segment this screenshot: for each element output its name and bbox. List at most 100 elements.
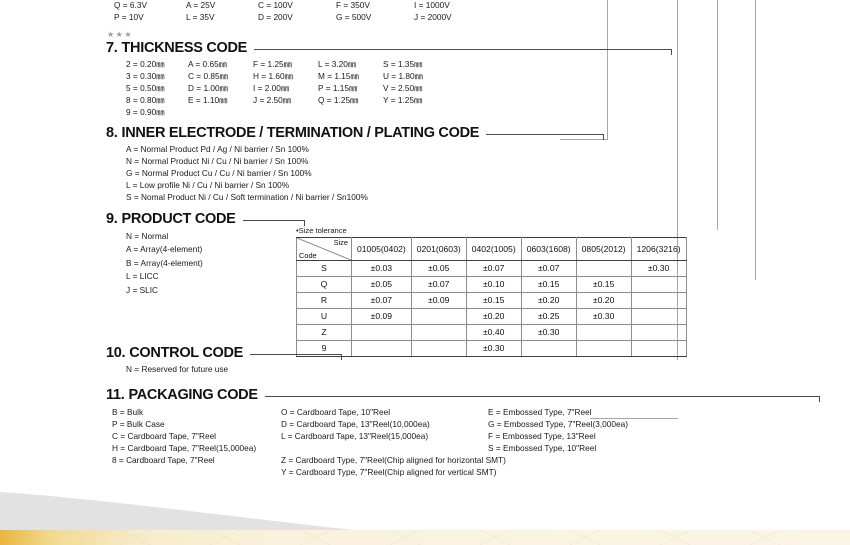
- section-number: 8.: [106, 125, 118, 141]
- voltage-code-item: F = 350V: [336, 0, 370, 10]
- thickness-code-item: P = 1.15㎜: [318, 82, 358, 93]
- table-row: R ±0.07 ±0.09 ±0.15 ±0.20 ±0.20: [296, 291, 687, 309]
- thickness-code-item: F = 1.25㎜: [253, 59, 292, 69]
- thickness-code-item: E = 1.10㎜: [188, 94, 228, 105]
- size-tolerance-table: Size Code 01005(0402) 0201(0603) 0402(10…: [296, 236, 687, 357]
- thickness-code-row: 2 = 0.20㎜ A = 0.65㎜ F = 1.25㎜ L = 3.20㎜ …: [126, 59, 423, 71]
- electrode-code-item: A = Normal Product Pd / Ag / Ni barrier …: [126, 144, 309, 154]
- frame-rule-outer: [717, 0, 718, 230]
- product-code-item: J = SLIC: [126, 284, 159, 295]
- table-corner-cell: Size Code: [296, 236, 352, 261]
- thickness-code-row: 5 = 0.50㎜ D = 1.00㎜ I = 2.00㎜ P = 1.15㎜ …: [126, 83, 423, 95]
- tolerance-cell: [630, 307, 687, 325]
- table-row: Q ±0.05 ±0.07 ±0.10 ±0.15 ±0.15: [296, 275, 687, 293]
- thickness-code-item: 8 = 0.80㎜: [126, 94, 165, 105]
- section-heading-packaging: 11. PACKAGING CODE: [106, 387, 820, 403]
- tolerance-cell: [410, 307, 467, 325]
- tolerance-cell: ±0.30: [465, 339, 522, 357]
- frame-rule-mid-bottom: [590, 418, 678, 419]
- table-row: S ±0.03 ±0.05 ±0.07 ±0.07 ±0.30: [296, 259, 687, 277]
- tolerance-cell: ±0.15: [520, 275, 577, 293]
- packaging-code-item: G = Embossed Type, 7"Reel(3,000ea): [488, 418, 629, 429]
- size-tolerance-caption: •Size tolerance: [296, 226, 347, 235]
- product-code-item: A = Array(4-element): [126, 244, 203, 255]
- tolerance-cell: ±0.30: [575, 307, 632, 325]
- electrode-code-item: L = Low profile Ni / Cu / Ni barrier / S…: [126, 179, 290, 190]
- packaging-code-item: L = Cardboard Tape, 13"Reel(15,000ea): [281, 430, 429, 441]
- tolerance-cell: [630, 291, 687, 309]
- row-code-cell: U: [296, 307, 352, 325]
- thickness-code-item: A = 0.65㎜: [188, 59, 227, 69]
- table-column-header: 1206(3216): [630, 236, 687, 261]
- row-code-cell: 9: [296, 339, 352, 357]
- thickness-code-item: V = 2.50㎜: [383, 82, 423, 93]
- packaging-code-item: 8 = Cardboard Tape, 7"Reel: [112, 454, 215, 465]
- packaging-code-item: E = Embossed Type, 7"Reel: [488, 407, 592, 417]
- footer-gold-band: [0, 530, 850, 545]
- tolerance-cell: ±0.20: [520, 291, 577, 309]
- packaging-code-item: D = Cardboard Tape, 13"Reel(10,000ea): [281, 418, 430, 429]
- row-code-cell: S: [296, 259, 352, 277]
- product-code-item: L = LICC: [126, 271, 159, 282]
- frame-rule-mid: [677, 0, 678, 360]
- packaging-column-1: B = Bulk P = Bulk Case C = Cardboard Tap…: [112, 407, 256, 467]
- packaging-code-item: S = Embossed Type, 10"Reel: [488, 442, 597, 453]
- tolerance-cell: ±0.03: [351, 259, 412, 277]
- tolerance-cell: ±0.40: [465, 323, 522, 341]
- packaging-code-item: C = Cardboard Tape, 7"Reel: [112, 430, 217, 441]
- section-number: 7.: [106, 40, 118, 56]
- thickness-code-item: L = 3.20㎜: [318, 59, 357, 69]
- tolerance-cell: [575, 259, 632, 277]
- band-texture-icon: [119, 530, 781, 545]
- voltage-code-row: P = 10V L = 35V D = 200V G = 500V J = 20…: [114, 12, 452, 24]
- tolerance-cell: ±0.07: [410, 275, 467, 293]
- thickness-code-row: 3 = 0.30㎜ C = 0.85㎜ H = 1.60㎜ M = 1.15㎜ …: [126, 71, 423, 83]
- section-number: 10.: [106, 345, 126, 361]
- control-code-list: N = Reserved for future use: [126, 364, 228, 376]
- table-column-header: 0603(1608): [520, 236, 577, 261]
- thickness-code-item: H = 1.60㎜: [253, 70, 293, 81]
- electrode-code-list: A = Normal Product Pd / Ag / Ni barrier …: [126, 144, 368, 204]
- tolerance-cell: ±0.30: [630, 259, 687, 277]
- thickness-code-list: 2 = 0.20㎜ A = 0.65㎜ F = 1.25㎜ L = 3.20㎜ …: [126, 59, 423, 119]
- section-title: CONTROL CODE: [129, 345, 244, 361]
- thickness-code-item: C = 0.85㎜: [188, 70, 228, 81]
- thickness-code-item: I = 2.00㎜: [253, 82, 290, 93]
- electrode-code-item: N = Normal Product Ni / Cu / Ni barrier …: [126, 155, 309, 166]
- asterisk-marker: ★★★: [107, 30, 134, 39]
- table-row: Z ±0.40 ±0.30: [296, 323, 687, 341]
- tolerance-cell: [351, 339, 412, 357]
- diagonal-divider-icon: [297, 237, 351, 260]
- tolerance-cell: ±0.09: [351, 307, 412, 325]
- table-column-header: 01005(0402): [351, 236, 412, 261]
- packaging-code-item: O = Cardboard Tape, 10"Reel: [281, 407, 391, 417]
- section-heading-thickness: 7. THICKNESS CODE: [106, 40, 673, 56]
- thickness-code-item: 5 = 0.50㎜: [126, 82, 165, 93]
- tolerance-cell: ±0.07: [351, 291, 412, 309]
- tolerance-cell: ±0.25: [520, 307, 577, 325]
- tolerance-cell: [630, 339, 687, 357]
- packaging-code-item: B = Bulk: [112, 407, 144, 417]
- tolerance-cell: ±0.05: [410, 259, 467, 277]
- packaging-code-item: H = Cardboard Tape, 7"Reel(15,000ea): [112, 442, 257, 453]
- product-code-item: N = Normal: [126, 231, 169, 241]
- table-row: 9 ±0.30: [296, 339, 687, 357]
- tolerance-cell: ±0.09: [410, 291, 467, 309]
- tolerance-cell: ±0.30: [520, 323, 577, 341]
- tolerance-cell: [410, 323, 467, 341]
- section-rule: [242, 219, 305, 226]
- section-heading-product: 9. PRODUCT CODE: [106, 211, 305, 227]
- thickness-code-item: D = 1.00㎜: [188, 82, 228, 93]
- corner-label-size: Size: [333, 237, 348, 247]
- table-row: U ±0.09 ±0.20 ±0.25 ±0.30: [296, 307, 687, 325]
- frame-rule-inner-bottom: [560, 139, 608, 140]
- thickness-code-item: S = 1.35㎜: [383, 59, 423, 69]
- thickness-code-row: 9 = 0.90㎜: [126, 107, 423, 119]
- product-code-list: N = Normal A = Array(4-element) B = Arra…: [126, 230, 203, 297]
- voltage-code-item: Q = 6.3V: [114, 0, 147, 10]
- tolerance-cell: [575, 339, 632, 357]
- voltage-code-item: D = 200V: [258, 11, 293, 22]
- control-code-item: N = Reserved for future use: [126, 364, 229, 374]
- thickness-code-item: 3 = 0.30㎜: [126, 70, 165, 81]
